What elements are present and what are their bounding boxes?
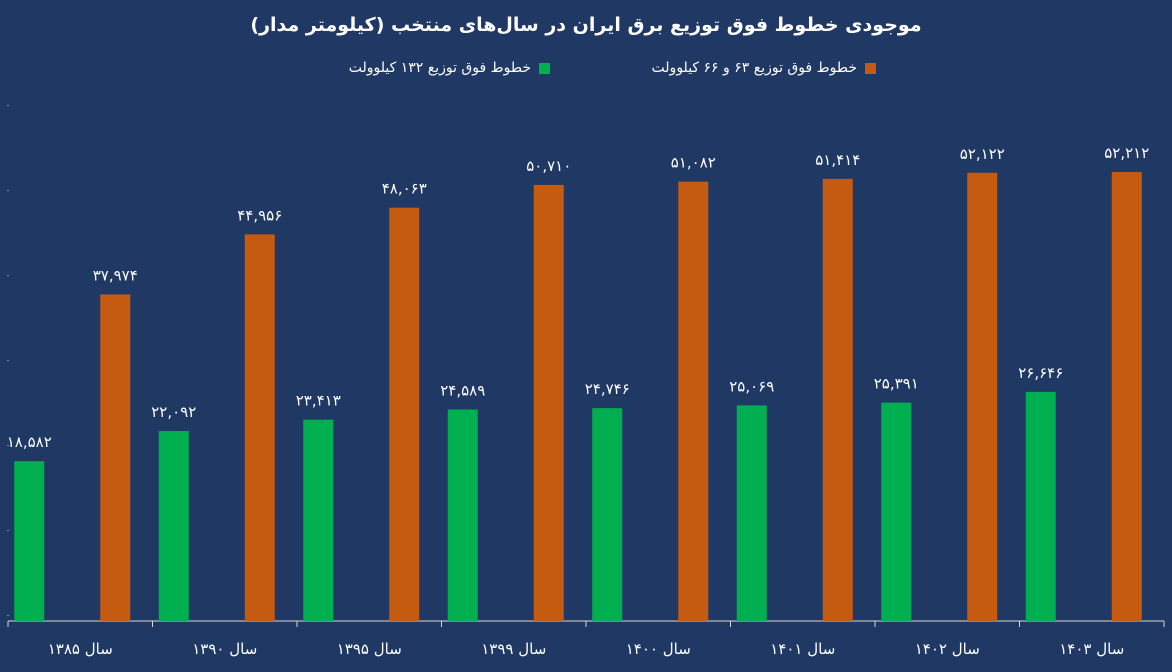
bar-series-1-4 [678, 181, 709, 621]
bar-series-0-1 [158, 431, 189, 621]
bar-series-1-5 [822, 178, 853, 621]
bar-series-1-7 [1111, 171, 1142, 621]
data-label-series-0-1: ۲۲,۰۹۲ [151, 403, 196, 421]
legend-item-132kv: خطوط فوق توزیع ۱۳۲ کیلوولت [349, 60, 550, 76]
data-label-series-0-2: ۲۳,۴۱۳ [296, 392, 341, 410]
bar-series-0-3 [447, 409, 478, 621]
bar-series-1-3 [533, 184, 564, 622]
x-tick-label-2: سال ۱۳۹۵ [337, 640, 402, 658]
data-label-series-0-6: ۲۵,۳۹۱ [874, 375, 919, 393]
legend-label-63-66kv: خطوط فوق توزیع ۶۳ و ۶۶ کیلوولت [651, 60, 857, 76]
data-label-series-1-2: ۴۸,۰۶۳ [382, 180, 427, 198]
data-label-series-1-4: ۵۱,۰۸۲ [671, 154, 716, 172]
bar-series-0-0 [14, 461, 45, 621]
legend-label-132kv: خطوط فوق توزیع ۱۳۲ کیلوولت [348, 60, 531, 76]
data-label-series-1-7: ۵۲,۲۱۲ [1104, 144, 1149, 162]
data-label-series-0-7: ۲۶,۶۴۶ [1018, 364, 1063, 382]
bar-series-0-4 [592, 408, 623, 621]
bar-series-1-2 [389, 207, 420, 621]
chart-title: موجودی خطوط فوق توزیع برق ایران در سال‌ه… [250, 14, 922, 36]
x-tick-label-1: سال ۱۳۹۰ [192, 640, 257, 658]
data-label-series-1-1: ۴۴,۹۵۶ [237, 206, 282, 224]
data-label-series-0-4: ۲۴,۷۴۶ [585, 380, 630, 398]
legend-swatch-orange [865, 62, 876, 74]
bar-series-0-6 [881, 402, 912, 621]
x-tick-label-7: سال ۱۴۰۳ [1059, 640, 1124, 658]
data-label-series-1-3: ۵۰,۷۱۰ [526, 157, 571, 175]
bar-series-1-1 [244, 234, 275, 621]
data-label-series-1-5: ۵۱,۴۱۴ [815, 151, 860, 169]
bar-series-0-7 [1025, 391, 1056, 621]
x-tick-label-4: سال ۱۴۰۰ [626, 640, 691, 658]
legend-swatch-green [539, 62, 550, 74]
legend: خطوط فوق توزیع ۶۳ و ۶۶ کیلوولت خطوط فوق … [0, 60, 1172, 84]
data-label-series-0-3: ۲۴,۵۸۹ [440, 382, 485, 400]
x-tick-label-3: سال ۱۳۹۹ [481, 640, 546, 658]
bar-series-1-0 [100, 294, 131, 621]
bar-series-0-2 [303, 419, 334, 621]
legend-item-63-66kv: خطوط فوق توزیع ۶۳ و ۶۶ کیلوولت [652, 60, 876, 76]
data-label-series-0-5: ۲۵,۰۶۹ [729, 377, 774, 395]
data-label-series-1-6: ۵۲,۱۲۲ [960, 145, 1005, 163]
data-label-series-1-0: ۳۷,۹۷۴ [93, 266, 138, 284]
x-tick-label-5: سال ۱۴۰۱ [770, 640, 835, 658]
bar-series-0-5 [736, 405, 767, 621]
x-tick-label-6: سال ۱۴۰۲ [915, 640, 980, 658]
data-label-series-0-0: ۱۸,۵۸۲ [7, 433, 52, 451]
x-tick-label-0: سال ۱۳۸۵ [48, 640, 113, 658]
bar-series-1-6 [967, 172, 998, 621]
